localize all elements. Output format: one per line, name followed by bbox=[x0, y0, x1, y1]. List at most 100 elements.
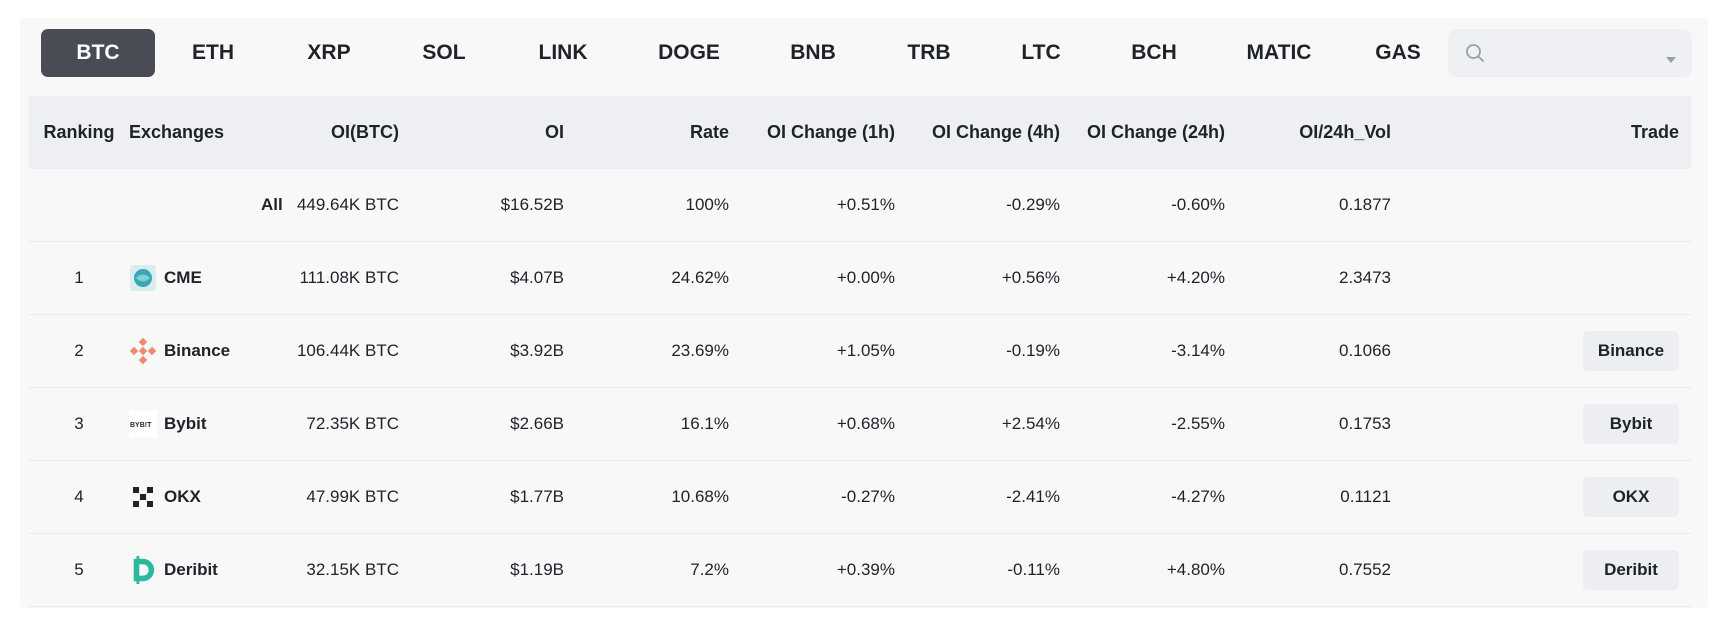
oi-change-24h-cell: -4.27% bbox=[1060, 460, 1225, 534]
oi-24h-vol-cell: 0.7552 bbox=[1225, 533, 1391, 607]
open-interest-panel: BTC ETH XRP SOL LINK DOGE BNB TRB LTC BC… bbox=[20, 18, 1708, 608]
oi-24h-vol-cell: 0.1753 bbox=[1225, 387, 1391, 461]
oi-change-24h-cell: -3.14% bbox=[1060, 314, 1225, 388]
oi-change-4h-cell: +2.54% bbox=[895, 387, 1060, 461]
tab-ltc[interactable]: LTC bbox=[1021, 41, 1061, 64]
exchange-cell: BYB!T Bybit bbox=[129, 387, 221, 461]
exchange-name: CME bbox=[164, 268, 202, 287]
rate-cell: 23.69% bbox=[564, 314, 729, 388]
oi-change-24h-cell: -0.60% bbox=[1060, 169, 1225, 242]
cme-logo-icon bbox=[129, 264, 157, 292]
oi-change-24h-cell: -2.55% bbox=[1060, 387, 1225, 461]
header-oi-change-1h[interactable]: OI Change (1h) bbox=[729, 96, 895, 169]
rate-cell: 7.2% bbox=[564, 533, 729, 607]
tab-bnb[interactable]: BNB bbox=[790, 41, 836, 64]
header-trade: Trade bbox=[1391, 96, 1691, 169]
oi-change-4h-cell: -0.11% bbox=[895, 533, 1060, 607]
rank-cell bbox=[29, 169, 129, 242]
oi-24h-vol-cell: 0.1066 bbox=[1225, 314, 1391, 388]
header-oi[interactable]: OI bbox=[399, 96, 564, 169]
tab-doge[interactable]: DOGE bbox=[658, 41, 720, 64]
rate-cell: 24.62% bbox=[564, 241, 729, 315]
exchange-cell: All bbox=[129, 169, 283, 242]
oi-change-4h-cell: +0.56% bbox=[895, 241, 1060, 315]
bybit-logo-text: BYB!T bbox=[130, 422, 152, 429]
tab-gas[interactable]: GAS bbox=[1375, 41, 1421, 64]
oi-24h-vol-cell: 0.1121 bbox=[1225, 460, 1391, 534]
oi-change-1h-cell: +0.68% bbox=[729, 387, 895, 461]
oi-change-1h-cell: +0.39% bbox=[729, 533, 895, 607]
rate-cell: 100% bbox=[564, 169, 729, 242]
exchange-cell: OKX bbox=[129, 460, 221, 534]
rank-cell: 4 bbox=[29, 460, 129, 534]
open-interest-table: Ranking Exchanges OI(BTC) OI Rate OI Cha… bbox=[29, 96, 1691, 607]
oi-change-1h-cell: -0.27% bbox=[729, 460, 895, 534]
header-oi-24h-vol[interactable]: OI/24h_Vol bbox=[1225, 96, 1391, 169]
binance-logo-icon bbox=[129, 337, 157, 365]
exchange-name: Bybit bbox=[164, 414, 207, 433]
table-row: 5 Deribit 32.15K BTC $1.19B 7.2% +0.39% … bbox=[29, 533, 1691, 607]
trade-deribit-button[interactable]: Deribit bbox=[1583, 550, 1679, 590]
oi-btc-cell: 111.08K BTC bbox=[221, 241, 399, 315]
tab-eth[interactable]: ETH bbox=[192, 41, 234, 64]
okx-logo-icon bbox=[129, 483, 157, 511]
oi-btc-cell: 72.35K BTC bbox=[221, 387, 399, 461]
oi-btc-cell: 32.15K BTC bbox=[221, 533, 399, 607]
header-oi-change-4h[interactable]: OI Change (4h) bbox=[895, 96, 1060, 169]
oi-cell: $4.07B bbox=[399, 241, 564, 315]
trade-cell: Binance bbox=[1391, 314, 1691, 388]
oi-24h-vol-cell: 0.1877 bbox=[1225, 169, 1391, 242]
exchange-name: All bbox=[261, 195, 283, 214]
trade-okx-button[interactable]: OKX bbox=[1583, 477, 1679, 517]
header-rate[interactable]: Rate bbox=[564, 96, 729, 169]
oi-btc-cell: 106.44K BTC bbox=[221, 314, 399, 388]
table-row: 2 Binance 106.44K BTC $3.92B 23.69% +1.0… bbox=[29, 314, 1691, 388]
trade-bybit-button[interactable]: Bybit bbox=[1583, 404, 1679, 444]
header-oi-change-24h[interactable]: OI Change (24h) bbox=[1060, 96, 1225, 169]
tab-bch[interactable]: BCH bbox=[1131, 41, 1177, 64]
oi-cell: $3.92B bbox=[399, 314, 564, 388]
oi-cell: $1.19B bbox=[399, 533, 564, 607]
oi-change-24h-cell: +4.20% bbox=[1060, 241, 1225, 315]
coin-tab-bar: BTC ETH XRP SOL LINK DOGE BNB TRB LTC BC… bbox=[41, 29, 1449, 77]
search-icon bbox=[1465, 43, 1485, 68]
oi-cell: $16.52B bbox=[399, 169, 564, 242]
oi-btc-cell: 449.64K BTC bbox=[221, 169, 399, 242]
tab-btc[interactable]: BTC bbox=[41, 29, 155, 77]
oi-change-24h-cell: +4.80% bbox=[1060, 533, 1225, 607]
rate-cell: 10.68% bbox=[564, 460, 729, 534]
oi-change-1h-cell: +0.00% bbox=[729, 241, 895, 315]
rate-cell: 16.1% bbox=[564, 387, 729, 461]
rank-cell: 5 bbox=[29, 533, 129, 607]
header-exchanges[interactable]: Exchanges bbox=[129, 96, 224, 169]
exchange-name: Binance bbox=[164, 341, 231, 360]
rank-cell: 1 bbox=[29, 241, 129, 315]
tab-sol[interactable]: SOL bbox=[422, 41, 466, 64]
oi-cell: $1.77B bbox=[399, 460, 564, 534]
rank-cell: 3 bbox=[29, 387, 129, 461]
table-row: All 449.64K BTC $16.52B 100% +0.51% -0.2… bbox=[29, 169, 1691, 242]
coin-search-select[interactable] bbox=[1448, 29, 1692, 77]
tab-matic[interactable]: MATIC bbox=[1246, 41, 1312, 64]
trade-binance-button[interactable]: Binance bbox=[1583, 331, 1679, 371]
oi-change-1h-cell: +0.51% bbox=[729, 169, 895, 242]
table-header-row: Ranking Exchanges OI(BTC) OI Rate OI Cha… bbox=[29, 96, 1691, 169]
oi-change-4h-cell: -2.41% bbox=[895, 460, 1060, 534]
oi-24h-vol-cell: 2.3473 bbox=[1225, 241, 1391, 315]
oi-change-4h-cell: -0.29% bbox=[895, 169, 1060, 242]
table-row: 1 CME 111.08K BTC $4.07B 24.62% +0.00% +… bbox=[29, 241, 1691, 315]
oi-cell: $2.66B bbox=[399, 387, 564, 461]
deribit-logo-icon bbox=[129, 556, 157, 584]
tab-trb[interactable]: TRB bbox=[907, 41, 951, 64]
trade-cell bbox=[1391, 241, 1691, 315]
exchange-name: Deribit bbox=[164, 560, 218, 579]
trade-cell bbox=[1391, 169, 1691, 242]
tab-link[interactable]: LINK bbox=[538, 41, 588, 64]
table-row: 4 OKX 47.99K BTC $1.77B 10.68% -0.27% -2… bbox=[29, 460, 1691, 534]
tab-xrp[interactable]: XRP bbox=[307, 41, 351, 64]
bybit-logo-icon: BYB!T bbox=[129, 410, 157, 438]
oi-change-1h-cell: +1.05% bbox=[729, 314, 895, 388]
trade-cell: Bybit bbox=[1391, 387, 1691, 461]
header-oi-btc[interactable]: OI(BTC) bbox=[221, 96, 399, 169]
header-ranking[interactable]: Ranking bbox=[29, 96, 129, 169]
